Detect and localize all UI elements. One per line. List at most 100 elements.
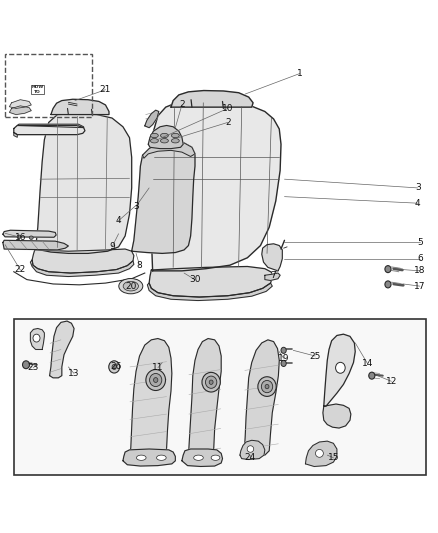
Text: 4: 4 [116, 216, 121, 225]
Polygon shape [240, 440, 265, 459]
Polygon shape [30, 328, 44, 350]
Ellipse shape [281, 348, 286, 353]
Text: 4: 4 [415, 199, 420, 208]
Polygon shape [14, 133, 17, 138]
Ellipse shape [281, 360, 286, 367]
Ellipse shape [33, 334, 40, 342]
Text: 13: 13 [68, 369, 80, 378]
Text: 8: 8 [137, 261, 142, 270]
Ellipse shape [29, 236, 33, 239]
Text: 11: 11 [152, 364, 164, 372]
Bar [5, 54, 92, 117]
Text: 14: 14 [362, 359, 373, 368]
Text: 24: 24 [244, 453, 255, 462]
Bar [14, 319, 426, 475]
Polygon shape [143, 142, 195, 158]
Ellipse shape [153, 377, 158, 382]
Text: 21: 21 [100, 85, 111, 94]
Text: 6: 6 [417, 254, 423, 263]
Ellipse shape [156, 455, 166, 461]
Ellipse shape [146, 369, 166, 391]
Text: 3: 3 [133, 202, 139, 211]
Ellipse shape [369, 372, 375, 379]
Polygon shape [145, 110, 159, 128]
Polygon shape [30, 260, 134, 277]
Ellipse shape [385, 281, 391, 288]
Polygon shape [3, 230, 56, 237]
Polygon shape [35, 114, 132, 253]
Text: 30: 30 [189, 275, 201, 284]
Ellipse shape [17, 235, 21, 239]
Text: 20: 20 [125, 281, 137, 290]
Polygon shape [148, 283, 272, 301]
Polygon shape [10, 106, 31, 115]
Text: 25: 25 [309, 351, 321, 360]
Polygon shape [51, 99, 109, 115]
Text: 23: 23 [28, 364, 39, 372]
Ellipse shape [150, 374, 162, 386]
Text: 9: 9 [109, 243, 115, 252]
Polygon shape [148, 125, 183, 149]
Text: 3: 3 [415, 183, 420, 192]
Ellipse shape [258, 377, 276, 397]
Text: 26: 26 [111, 362, 122, 372]
Ellipse shape [150, 139, 158, 143]
Polygon shape [188, 338, 221, 461]
Ellipse shape [247, 446, 254, 453]
Polygon shape [324, 334, 355, 406]
Polygon shape [244, 340, 279, 456]
Polygon shape [14, 125, 85, 135]
Ellipse shape [211, 455, 220, 461]
Ellipse shape [265, 384, 269, 389]
Ellipse shape [261, 381, 273, 393]
Text: 18: 18 [414, 266, 426, 276]
Ellipse shape [160, 133, 168, 138]
Ellipse shape [119, 279, 143, 294]
Ellipse shape [336, 362, 345, 373]
Polygon shape [149, 266, 272, 297]
Ellipse shape [22, 361, 29, 369]
Polygon shape [265, 273, 280, 280]
Ellipse shape [137, 455, 146, 461]
Text: 1: 1 [297, 69, 303, 78]
Polygon shape [32, 249, 134, 273]
Ellipse shape [123, 281, 138, 291]
Ellipse shape [315, 449, 323, 457]
Text: 7: 7 [271, 271, 276, 280]
Polygon shape [17, 124, 84, 128]
Ellipse shape [171, 133, 179, 138]
Ellipse shape [202, 373, 220, 392]
Text: 10: 10 [222, 104, 233, 113]
Polygon shape [10, 100, 31, 108]
Polygon shape [130, 338, 172, 461]
Polygon shape [262, 244, 283, 271]
Text: 5: 5 [417, 238, 423, 247]
Text: 16: 16 [14, 233, 26, 242]
Text: 17: 17 [414, 281, 426, 290]
Polygon shape [182, 449, 223, 466]
Text: HOW
TO: HOW TO [32, 85, 44, 94]
Ellipse shape [160, 139, 168, 143]
Polygon shape [132, 142, 195, 253]
Text: 22: 22 [15, 265, 26, 274]
Polygon shape [49, 321, 74, 378]
Polygon shape [123, 449, 175, 466]
Ellipse shape [205, 376, 217, 389]
Ellipse shape [109, 361, 120, 373]
Ellipse shape [112, 364, 117, 369]
Polygon shape [171, 91, 253, 107]
Ellipse shape [385, 265, 391, 272]
Ellipse shape [209, 380, 213, 384]
Ellipse shape [150, 133, 158, 138]
Polygon shape [3, 240, 68, 250]
Ellipse shape [171, 139, 179, 143]
Text: 19: 19 [278, 354, 290, 362]
Text: 15: 15 [328, 453, 339, 462]
Text: 12: 12 [386, 377, 397, 386]
Polygon shape [323, 404, 351, 428]
Text: 2: 2 [225, 118, 230, 127]
Ellipse shape [194, 455, 203, 461]
Polygon shape [305, 441, 337, 466]
Polygon shape [150, 100, 281, 271]
Text: 2: 2 [179, 100, 185, 109]
